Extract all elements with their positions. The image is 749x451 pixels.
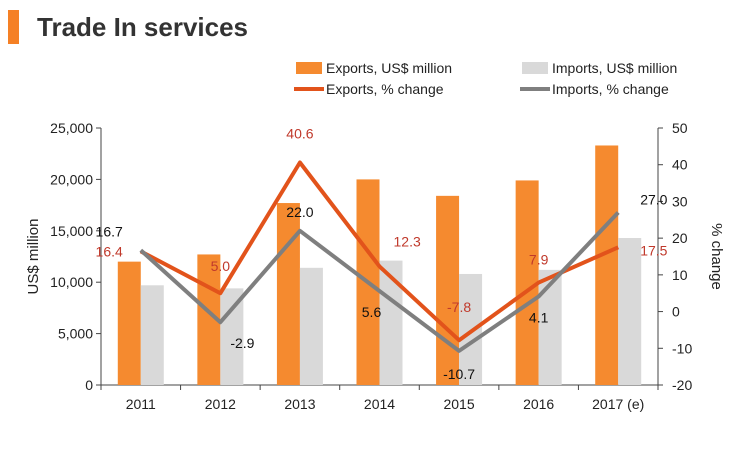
exports-change-label: 5.0 bbox=[211, 258, 231, 274]
page-title: Trade In services bbox=[37, 12, 249, 42]
imports-bar bbox=[220, 288, 244, 385]
imports-change-label: 4.1 bbox=[529, 310, 549, 326]
legend-label: Exports, US$ million bbox=[326, 60, 452, 76]
left-axis-tick-label: 5,000 bbox=[58, 326, 93, 342]
x-axis-tick-label: 2012 bbox=[205, 396, 236, 412]
right-axis-tick-label: 20 bbox=[672, 230, 688, 246]
exports-change-label: 17.5 bbox=[640, 242, 667, 258]
imports-bar bbox=[618, 237, 642, 385]
right-axis-tick-label: 30 bbox=[672, 193, 688, 209]
exports-bar bbox=[436, 195, 460, 385]
legend-label: Exports, % change bbox=[326, 81, 444, 97]
imports-change-line bbox=[139, 211, 620, 353]
imports-change-label: -10.7 bbox=[443, 366, 475, 382]
imports-bar bbox=[299, 267, 323, 385]
left-axis-tick-label: 0 bbox=[85, 377, 93, 393]
legend-swatch bbox=[296, 62, 322, 74]
title-accent-bar bbox=[8, 10, 19, 44]
right-axis-tick-label: -10 bbox=[672, 340, 692, 356]
imports-change-label: 16.7 bbox=[96, 223, 123, 239]
exports-change-line bbox=[139, 160, 620, 343]
right-axis-tick-label: 0 bbox=[672, 304, 680, 320]
left-axis-tick-label: 20,000 bbox=[50, 171, 93, 187]
exports-change-label: 16.4 bbox=[96, 243, 123, 259]
legend-swatch bbox=[522, 62, 548, 74]
left-axis-title: US$ million bbox=[25, 219, 42, 295]
right-axis-tick-label: 50 bbox=[672, 120, 688, 136]
right-axis-title: % change bbox=[708, 223, 725, 290]
exports-change-label: 7.9 bbox=[529, 252, 549, 268]
exports-bar bbox=[197, 254, 221, 385]
legend-label: Imports, US$ million bbox=[552, 60, 677, 76]
exports-change-label: 12.3 bbox=[394, 233, 421, 249]
x-axis-tick-label: 2014 bbox=[364, 396, 395, 412]
imports-change-label: 22.0 bbox=[286, 204, 313, 220]
right-axis-tick-label: 10 bbox=[672, 267, 688, 283]
right-axis-tick-label: 40 bbox=[672, 157, 688, 173]
imports-bar bbox=[538, 269, 562, 385]
right-axis-tick-label: -20 bbox=[672, 377, 692, 393]
imports-change-label: -2.9 bbox=[230, 335, 254, 351]
imports-change-label: 5.6 bbox=[362, 304, 382, 320]
x-axis-tick-label: 2013 bbox=[284, 396, 315, 412]
x-axis-tick-label: 2015 bbox=[443, 396, 474, 412]
x-axis-tick-label: 2016 bbox=[523, 396, 554, 412]
x-axis-tick-label: 2017 (e) bbox=[592, 396, 644, 412]
left-axis-tick-label: 25,000 bbox=[50, 120, 93, 136]
imports-change-label: 27.0 bbox=[640, 191, 667, 207]
exports-bar bbox=[276, 203, 300, 385]
left-axis-tick-label: 10,000 bbox=[50, 274, 93, 290]
left-axis-tick-label: 15,000 bbox=[50, 223, 93, 239]
exports-bar bbox=[515, 180, 539, 385]
exports-bar bbox=[595, 145, 619, 385]
exports-change-label: -7.8 bbox=[447, 299, 471, 315]
exports-bar bbox=[117, 261, 141, 385]
imports-bar bbox=[140, 285, 164, 385]
exports-change-label: 40.6 bbox=[286, 126, 313, 142]
x-axis-tick-label: 2011 bbox=[126, 396, 156, 412]
imports-bar bbox=[379, 260, 403, 385]
legend-label: Imports, % change bbox=[552, 81, 669, 97]
